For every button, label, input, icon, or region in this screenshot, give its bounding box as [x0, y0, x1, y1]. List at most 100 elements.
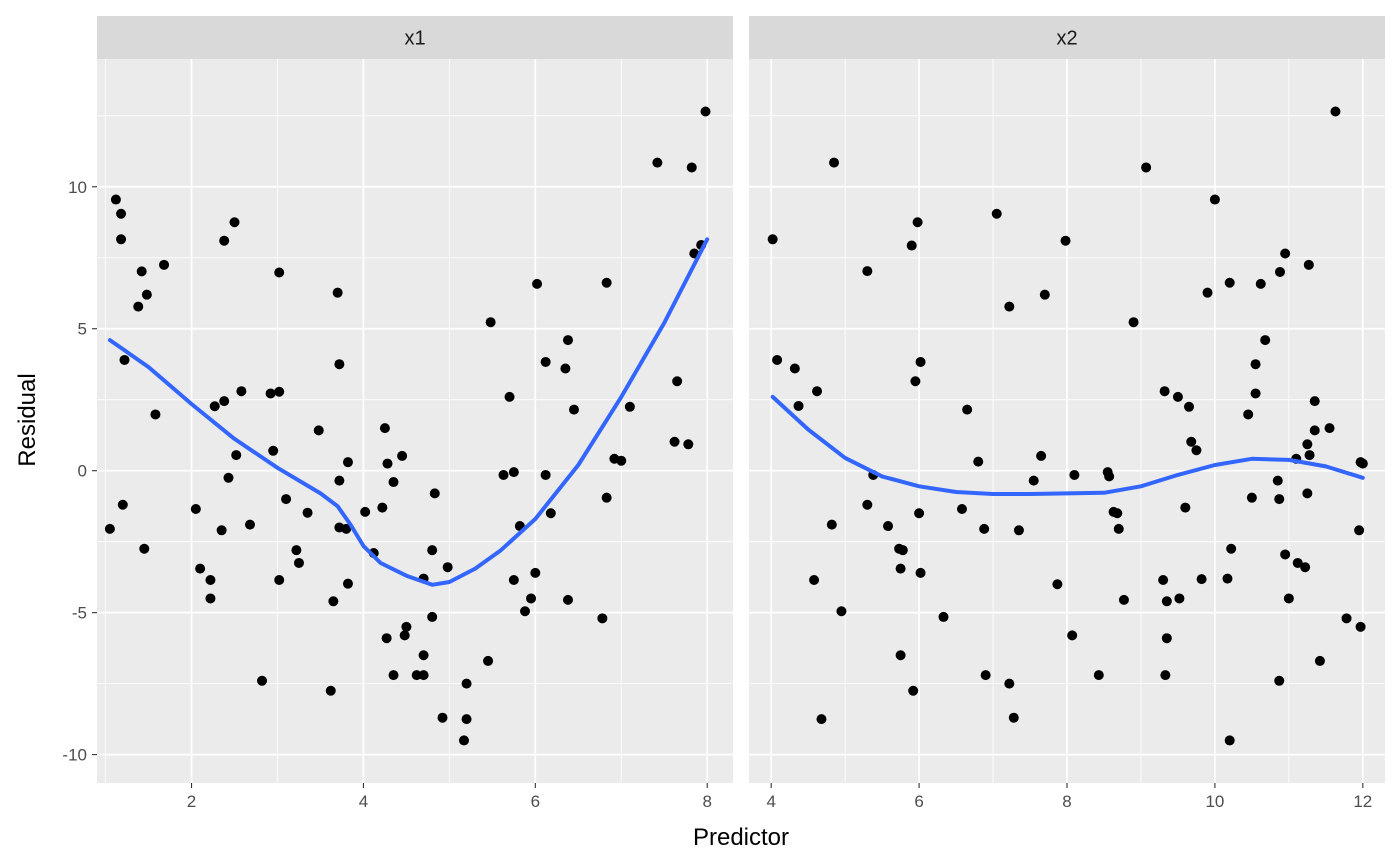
data-point	[991, 208, 1002, 219]
data-point	[485, 317, 496, 328]
data-point	[379, 423, 390, 434]
data-point	[342, 457, 353, 468]
data-point	[1093, 670, 1104, 681]
data-point	[334, 359, 345, 370]
data-point	[912, 217, 923, 228]
data-point	[652, 157, 663, 168]
data-point	[672, 376, 683, 387]
data-point	[229, 217, 240, 228]
data-point	[1036, 450, 1047, 461]
data-point	[789, 363, 800, 374]
data-point	[1255, 278, 1266, 289]
facet-strip	[749, 16, 1385, 59]
data-point	[195, 563, 206, 574]
data-point	[274, 574, 285, 585]
data-point	[601, 277, 612, 288]
data-point	[219, 235, 230, 246]
data-point	[427, 611, 438, 622]
data-point	[328, 596, 339, 607]
data-point	[399, 630, 410, 641]
data-point	[1004, 301, 1015, 312]
data-point	[293, 557, 304, 568]
data-point	[1186, 436, 1197, 447]
data-point	[1004, 678, 1015, 689]
data-point	[772, 354, 783, 365]
data-point	[1283, 593, 1294, 604]
data-point	[341, 523, 352, 534]
data-point	[388, 477, 399, 488]
data-point	[332, 287, 343, 298]
data-point	[159, 259, 170, 270]
data-point	[411, 670, 422, 681]
data-point	[1341, 613, 1352, 624]
data-point	[418, 650, 429, 661]
data-point	[244, 519, 255, 530]
data-point	[829, 157, 840, 168]
data-point	[1104, 471, 1115, 482]
data-point	[809, 574, 820, 585]
data-point	[562, 335, 573, 346]
data-point	[381, 633, 392, 644]
data-point	[190, 504, 201, 515]
data-point	[1309, 396, 1320, 407]
data-point	[104, 523, 115, 534]
facet-strip-label: x2	[1056, 28, 1077, 50]
data-point	[1202, 287, 1213, 298]
data-point	[427, 545, 438, 556]
data-point	[1161, 633, 1172, 644]
smooth-line	[770, 394, 1365, 496]
data-point	[209, 401, 220, 412]
data-point	[504, 391, 515, 402]
data-point	[1172, 391, 1183, 402]
data-point	[1161, 596, 1172, 607]
data-point	[1314, 655, 1325, 666]
data-point	[397, 450, 408, 461]
data-point	[388, 670, 399, 681]
data-point	[836, 606, 847, 617]
data-point	[360, 506, 371, 517]
data-point	[141, 289, 152, 300]
data-point	[1209, 194, 1220, 205]
data-point	[669, 436, 680, 447]
data-point	[895, 650, 906, 661]
data-point	[914, 508, 925, 519]
data-point	[962, 404, 973, 415]
data-point	[956, 504, 967, 515]
y-tick-label: -5	[72, 604, 87, 623]
data-point	[498, 469, 509, 480]
data-point	[281, 494, 292, 505]
data-point	[1224, 735, 1235, 746]
data-point	[257, 675, 268, 686]
data-point	[616, 455, 627, 466]
data-point	[938, 611, 949, 622]
data-point	[532, 278, 543, 289]
data-point	[437, 712, 448, 723]
data-point	[1330, 106, 1341, 117]
data-point	[1272, 475, 1283, 486]
data-point	[683, 439, 694, 450]
data-point	[1160, 670, 1171, 681]
data-point	[223, 472, 234, 483]
data-point	[526, 593, 537, 604]
data-point	[117, 499, 128, 510]
data-point	[1158, 574, 1169, 585]
data-point	[133, 301, 144, 312]
data-point	[908, 685, 919, 696]
data-point	[1013, 525, 1024, 536]
data-point	[1250, 388, 1261, 399]
data-point	[895, 563, 906, 574]
data-point	[268, 445, 279, 456]
data-point	[1274, 494, 1285, 505]
y-axis-title: Residual	[14, 373, 41, 466]
data-point	[1159, 386, 1170, 397]
facet-strip-label: x1	[404, 28, 425, 50]
data-point	[401, 621, 412, 632]
data-point	[1300, 562, 1311, 573]
data-point	[1260, 335, 1271, 346]
x-tick-label: 8	[1062, 792, 1071, 811]
data-point	[560, 363, 571, 374]
x-tick-label: 2	[187, 792, 196, 811]
x-tick-label: 4	[359, 792, 368, 811]
data-point	[1222, 573, 1233, 584]
data-point	[1118, 594, 1129, 605]
